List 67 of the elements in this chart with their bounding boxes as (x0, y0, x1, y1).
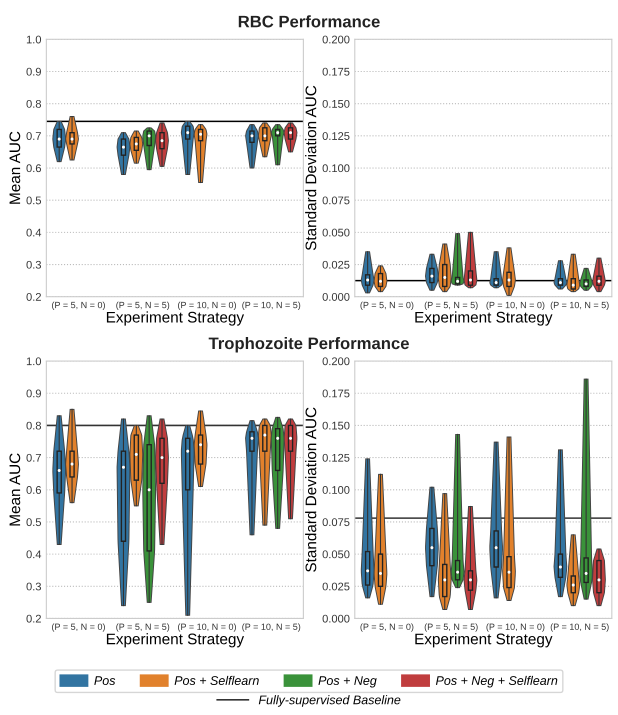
legend-label: Pos (94, 676, 116, 686)
x-tick-label: (P = 5, N = 0) (52, 302, 105, 310)
y-tick-label: 0.7 (26, 454, 41, 462)
y-tick-label: 0.125 (322, 454, 350, 462)
y-tick-label: 0.100 (322, 486, 350, 494)
y-tick-label: 0.125 (322, 132, 350, 140)
x-tick-label: (P = 5, N = 5) (116, 623, 170, 632)
y-tick-label: 0.4 (26, 228, 42, 237)
x-tick-label: (P = 5, N = 5) (424, 623, 478, 632)
legend-label: Pos + Neg + Selflearn (436, 676, 558, 688)
y-tick-label: 0.000 (322, 292, 350, 301)
y-tick-label: 0.5 (26, 518, 42, 526)
x-tick-label: (P = 10, N = 0) (178, 302, 236, 310)
y-tick-label: 0.6 (26, 486, 41, 494)
x-tick-label: (P = 10, N = 0) (486, 623, 544, 632)
y-tick-label: 0.150 (322, 422, 350, 430)
y-tick-label: 0.200 (322, 36, 350, 44)
legend-label: Pos + Neg (318, 676, 377, 688)
x-tick-label: (P = 10, N = 5) (550, 302, 609, 310)
y-axis-title: Mean AUC (9, 453, 20, 526)
x-tick-label: (P = 5, N = 5) (116, 302, 170, 310)
y-tick-label: 0.6 (26, 164, 41, 172)
y-tick-label: 0.050 (322, 228, 350, 237)
y-tick-label: 0.000 (322, 614, 350, 623)
x-tick-label: (P = 5, N = 0) (360, 623, 414, 632)
x-tick-label: (P = 5, N = 0) (52, 623, 105, 632)
x-tick-label: (P = 10, N = 5) (242, 302, 300, 310)
y-tick-label: 0.3 (26, 582, 41, 590)
x-axis-title: Experiment Strategy (415, 633, 552, 648)
y-tick-label: 0.2 (26, 292, 41, 301)
y-tick-label: 1.0 (26, 357, 42, 366)
x-tick-label: (P = 10, N = 5) (242, 623, 300, 632)
y-axis-title: Mean AUC (9, 132, 20, 204)
y-tick-label: 0.150 (322, 100, 350, 108)
y-tick-label: 0.2 (26, 614, 41, 623)
y-tick-label: 0.9 (26, 390, 41, 398)
y-tick-label: 0.9 (26, 68, 41, 76)
y-tick-label: 0.4 (26, 550, 42, 558)
y-tick-label: 0.175 (322, 390, 350, 398)
y-tick-label: 0.100 (322, 164, 350, 172)
chart-title: Trophozoite Performance (208, 336, 409, 352)
y-tick-label: 0.8 (26, 422, 42, 430)
y-tick-label: 0.075 (322, 518, 350, 526)
y-axis-title: Standard Deviation AUC (305, 408, 316, 572)
chart-title: RBC Performance (238, 15, 380, 28)
y-tick-label: 1.0 (26, 36, 42, 44)
legend-label: Pos + Selflearn (174, 676, 259, 686)
y-tick-label: 0.5 (26, 196, 42, 204)
y-tick-label: 0.8 (26, 100, 42, 108)
legend-label: Fully-supervised Baseline (258, 695, 400, 707)
y-tick-label: 0.3 (26, 260, 41, 269)
y-tick-label: 0.175 (322, 68, 350, 76)
y-tick-label: 0.200 (322, 357, 350, 366)
y-tick-label: 0.7 (26, 132, 41, 140)
x-tick-label: (P = 5, N = 0) (360, 302, 414, 310)
y-tick-label: 0.025 (322, 582, 350, 590)
x-axis-title: Experiment Strategy (106, 633, 244, 648)
y-tick-label: 0.050 (322, 550, 350, 558)
x-axis-title: Experiment Strategy (106, 311, 244, 326)
y-tick-label: 0.075 (322, 196, 350, 204)
x-tick-label: (P = 10, N = 5) (550, 623, 609, 632)
x-tick-label: (P = 10, N = 0) (178, 623, 236, 632)
x-axis-title: Experiment Strategy (415, 311, 552, 326)
x-tick-label: (P = 5, N = 5) (424, 302, 478, 310)
y-axis-title: Standard Deviation AUC (305, 86, 316, 250)
x-tick-label: (P = 10, N = 0) (486, 302, 544, 310)
y-tick-label: 0.025 (322, 260, 350, 269)
